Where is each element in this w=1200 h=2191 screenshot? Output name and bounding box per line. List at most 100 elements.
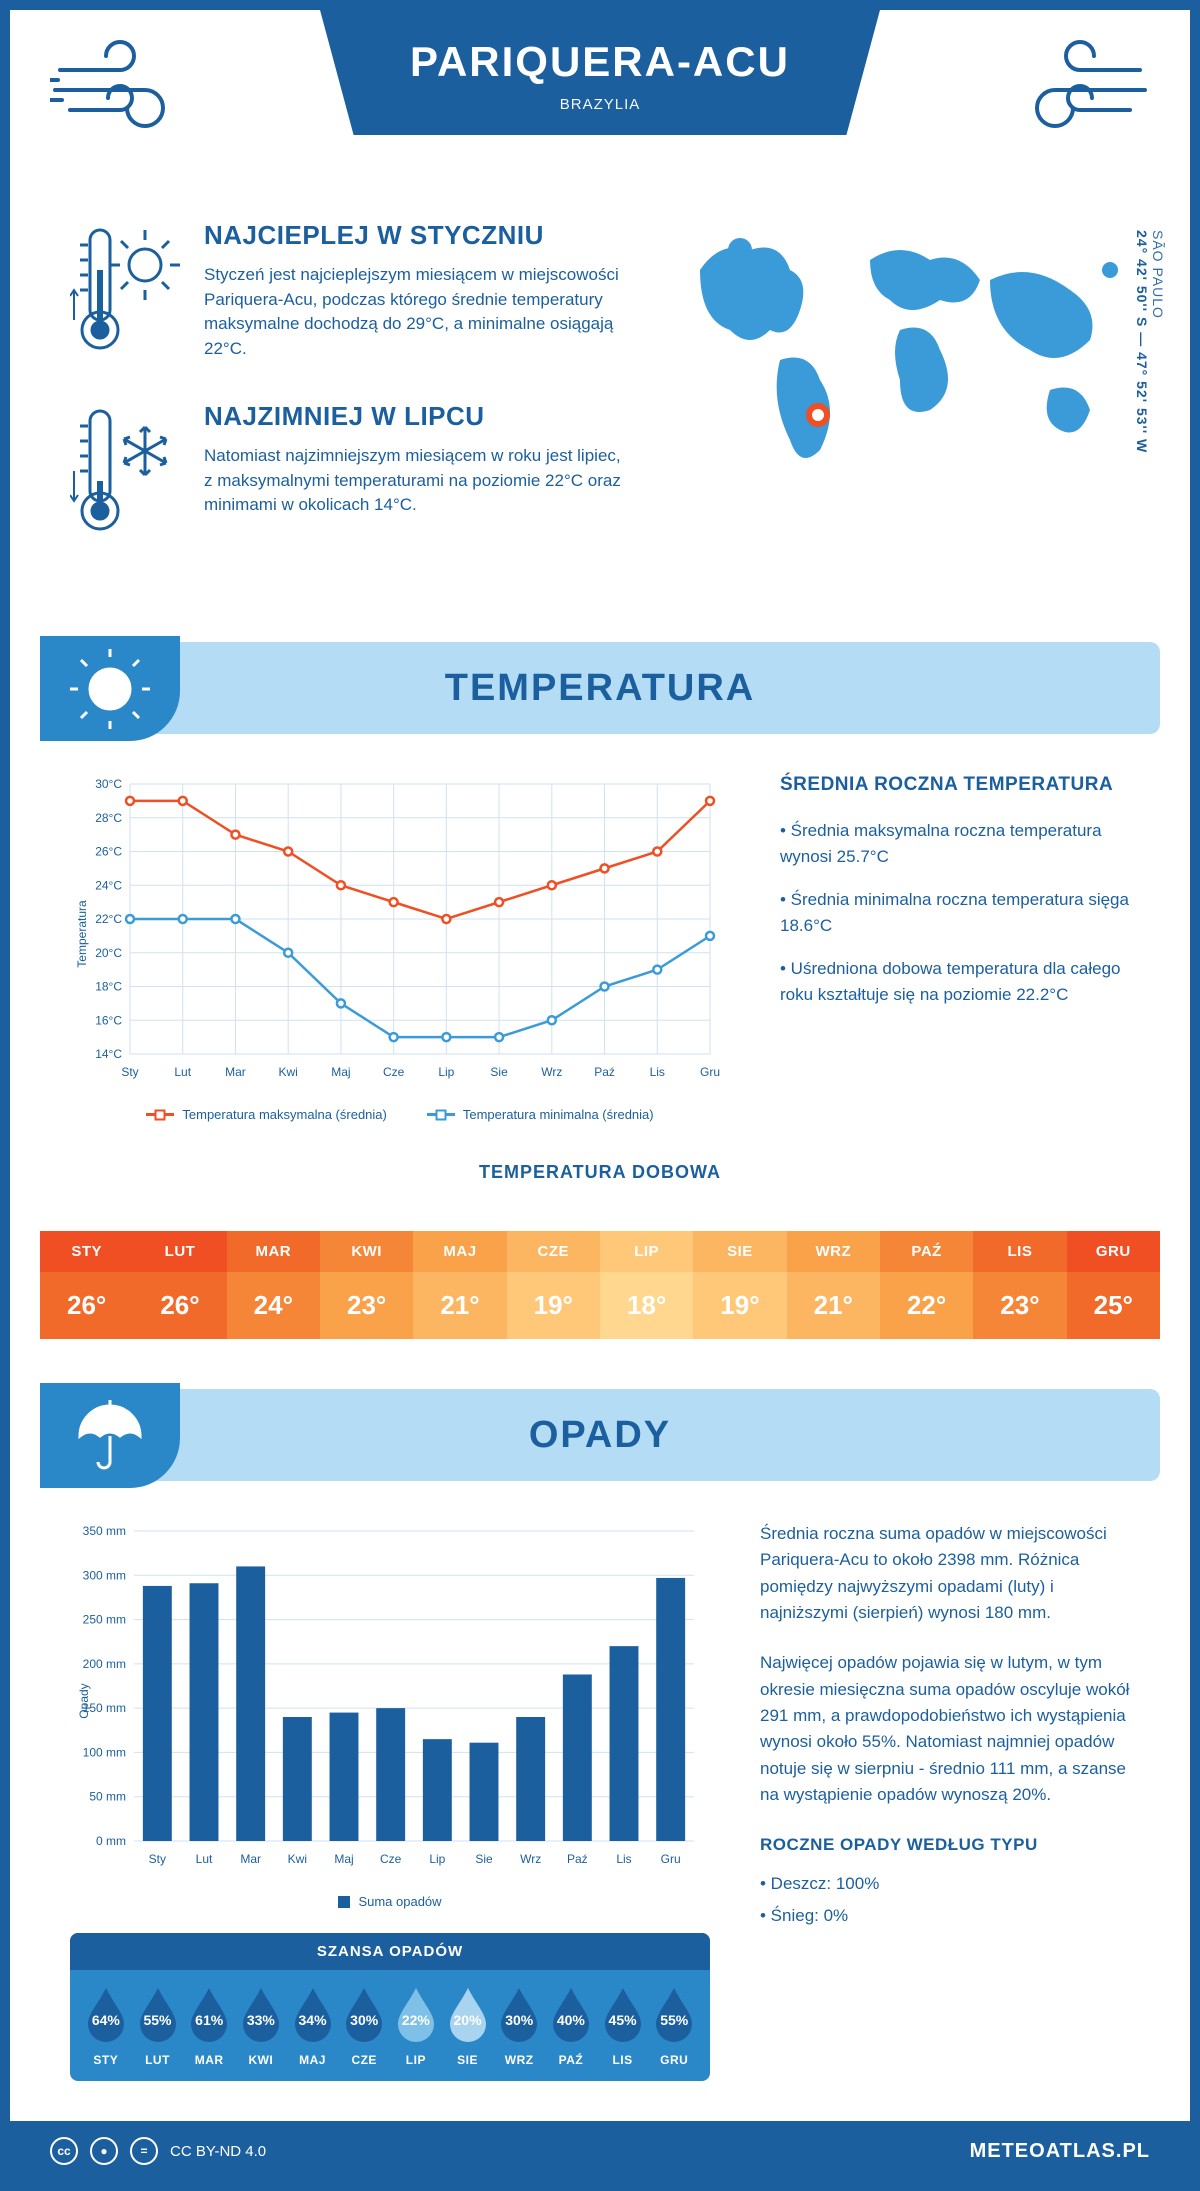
svg-text:Mar: Mar bbox=[225, 1065, 246, 1079]
temperature-section-header: TEMPERATURA bbox=[40, 642, 1160, 734]
svg-text:14°C: 14°C bbox=[95, 1047, 122, 1061]
latlon-label: 24° 42' 50'' S — 47° 52' 53'' W bbox=[1134, 230, 1150, 453]
svg-text:Gru: Gru bbox=[661, 1852, 681, 1866]
precip-bar-chart: 0 mm50 mm100 mm150 mm200 mm250 mm300 mm3… bbox=[70, 1521, 710, 1881]
raindrop-icon: 30% bbox=[497, 1986, 541, 2047]
daily-temp-column: KWI 23° bbox=[320, 1231, 413, 1339]
precip-title: OPADY bbox=[529, 1414, 671, 1457]
chance-item: 64% STY bbox=[80, 1986, 132, 2067]
coldest-block: NAJZIMNIEJ W LIPCU Natomiast najzimniejs… bbox=[70, 401, 630, 546]
precip-legend: Suma opadów bbox=[70, 1894, 710, 1909]
chance-item: 61% MAR bbox=[183, 1986, 235, 2067]
precip-chance-panel: SZANSA OPADÓW 64% STY 55% LUT 61% MAR 33… bbox=[70, 1933, 710, 2081]
raindrop-icon: 40% bbox=[549, 1986, 593, 2047]
site-label: METEOATLAS.PL bbox=[970, 2140, 1150, 2163]
world-map: SÃO PAULO 24° 42' 50'' S — 47° 52' 53'' … bbox=[670, 220, 1130, 582]
svg-text:Wrz: Wrz bbox=[520, 1852, 541, 1866]
chance-item: 45% LIS bbox=[597, 1986, 649, 2067]
svg-text:Cze: Cze bbox=[383, 1065, 405, 1079]
svg-text:Kwi: Kwi bbox=[288, 1852, 307, 1866]
chart-legend: Temperatura maksymalna (średnia) Tempera… bbox=[70, 1107, 730, 1122]
svg-text:24°C: 24°C bbox=[95, 878, 122, 892]
footer: cc ● = CC BY-ND 4.0 METEOATLAS.PL bbox=[10, 2121, 1190, 2181]
umbrella-icon bbox=[40, 1383, 180, 1488]
svg-text:26°C: 26°C bbox=[95, 845, 122, 859]
page-title: PARIQUERA-ACU bbox=[320, 38, 880, 86]
daily-temp-title: TEMPERATURA DOBOWA bbox=[70, 1162, 1130, 1183]
daily-temp-column: LIS 23° bbox=[973, 1231, 1066, 1339]
raindrop-icon: 20% bbox=[446, 1986, 490, 2047]
temperature-line-chart: 14°C16°C18°C20°C22°C24°C26°C28°C30°CStyL… bbox=[70, 774, 730, 1122]
chance-item: 22% LIP bbox=[390, 1986, 442, 2067]
temp-bullet: • Średnia maksymalna roczna temperatura … bbox=[780, 818, 1130, 869]
chance-item: 55% GRU bbox=[648, 1986, 700, 2067]
svg-text:Lip: Lip bbox=[438, 1065, 454, 1079]
daily-temp-column: CZE 19° bbox=[507, 1231, 600, 1339]
daily-temp-column: LUT 26° bbox=[133, 1231, 226, 1339]
svg-text:Kwi: Kwi bbox=[279, 1065, 298, 1079]
svg-text:Lip: Lip bbox=[429, 1852, 445, 1866]
svg-text:Maj: Maj bbox=[334, 1852, 353, 1866]
avg-temp-title: ŚREDNIA ROCZNA TEMPERATURA bbox=[780, 774, 1130, 796]
header: PARIQUERA-ACU BRAZYLIA bbox=[10, 10, 1190, 200]
daily-temp-column: LIP 18° bbox=[600, 1231, 693, 1339]
chance-item: 40% PAŹ bbox=[545, 1986, 597, 2067]
chance-item: 34% MAJ bbox=[287, 1986, 339, 2067]
raindrop-icon: 30% bbox=[342, 1986, 386, 2047]
svg-text:250 mm: 250 mm bbox=[83, 1613, 126, 1627]
svg-text:28°C: 28°C bbox=[95, 811, 122, 825]
wind-icon bbox=[1010, 40, 1150, 145]
by-icon: ● bbox=[90, 2137, 118, 2165]
svg-text:Paź: Paź bbox=[594, 1065, 615, 1079]
warmest-text: Styczeń jest najcieplejszym miesiącem w … bbox=[204, 263, 630, 362]
svg-text:Gru: Gru bbox=[700, 1065, 720, 1079]
chance-item: 33% KWI bbox=[235, 1986, 287, 2067]
daily-temp-column: WRZ 21° bbox=[787, 1231, 880, 1339]
daily-temp-column: MAJ 21° bbox=[413, 1231, 506, 1339]
cc-icon: cc bbox=[50, 2137, 78, 2165]
svg-text:Temperatura: Temperatura bbox=[75, 900, 89, 968]
svg-text:20°C: 20°C bbox=[95, 946, 122, 960]
precip-para1: Średnia roczna suma opadów w miejscowośc… bbox=[760, 1521, 1130, 1626]
svg-text:18°C: 18°C bbox=[95, 980, 122, 994]
region-label: SÃO PAULO bbox=[1150, 230, 1166, 445]
svg-text:Lut: Lut bbox=[174, 1065, 191, 1079]
raindrop-icon: 55% bbox=[652, 1986, 696, 2047]
svg-text:16°C: 16°C bbox=[95, 1013, 122, 1027]
intro-section: NAJCIEPLEJ W STYCZNIU Styczeń jest najci… bbox=[10, 200, 1190, 622]
svg-text:Lis: Lis bbox=[650, 1065, 665, 1079]
precip-para2: Najwięcej opadów pojawia się w lutym, w … bbox=[760, 1650, 1130, 1808]
chance-item: 30% CZE bbox=[338, 1986, 390, 2067]
raindrop-icon: 22% bbox=[394, 1986, 438, 2047]
raindrop-icon: 33% bbox=[239, 1986, 283, 2047]
svg-text:22°C: 22°C bbox=[95, 912, 122, 926]
daily-temp-column: GRU 25° bbox=[1067, 1231, 1160, 1339]
daily-temp-column: MAR 24° bbox=[227, 1231, 320, 1339]
warmest-block: NAJCIEPLEJ W STYCZNIU Styczeń jest najci… bbox=[70, 220, 630, 365]
sun-icon bbox=[40, 636, 180, 741]
chance-title: SZANSA OPADÓW bbox=[70, 1933, 710, 1970]
svg-text:100 mm: 100 mm bbox=[83, 1745, 126, 1759]
coldest-title: NAJZIMNIEJ W LIPCU bbox=[204, 401, 630, 432]
precip-legend-label: Suma opadów bbox=[358, 1894, 441, 1909]
precip-type-bullet: • Deszcz: 100% bbox=[760, 1871, 1130, 1897]
precip-section-header: OPADY bbox=[40, 1389, 1160, 1481]
coordinates: SÃO PAULO 24° 42' 50'' S — 47° 52' 53'' … bbox=[1134, 230, 1166, 453]
daily-temp-column: PAŹ 22° bbox=[880, 1231, 973, 1339]
svg-text:30°C: 30°C bbox=[95, 777, 122, 791]
raindrop-icon: 64% bbox=[84, 1986, 128, 2047]
svg-text:Sie: Sie bbox=[490, 1065, 508, 1079]
svg-text:Wrz: Wrz bbox=[541, 1065, 562, 1079]
raindrop-icon: 34% bbox=[291, 1986, 335, 2047]
temperature-title: TEMPERATURA bbox=[445, 667, 756, 710]
svg-text:Maj: Maj bbox=[331, 1065, 350, 1079]
temp-bullet: • Średnia minimalna roczna temperatura s… bbox=[780, 887, 1130, 938]
svg-text:Opady: Opady bbox=[77, 1683, 91, 1718]
legend-max: Temperatura maksymalna (średnia) bbox=[182, 1107, 386, 1122]
daily-temp-column: STY 26° bbox=[40, 1231, 133, 1339]
chance-item: 55% LUT bbox=[132, 1986, 184, 2067]
temp-bullet: • Uśredniona dobowa temperatura dla całe… bbox=[780, 956, 1130, 1007]
svg-text:300 mm: 300 mm bbox=[83, 1568, 126, 1582]
precip-summary: Średnia roczna suma opadów w miejscowośc… bbox=[760, 1521, 1130, 2081]
chance-item: 30% WRZ bbox=[493, 1986, 545, 2067]
